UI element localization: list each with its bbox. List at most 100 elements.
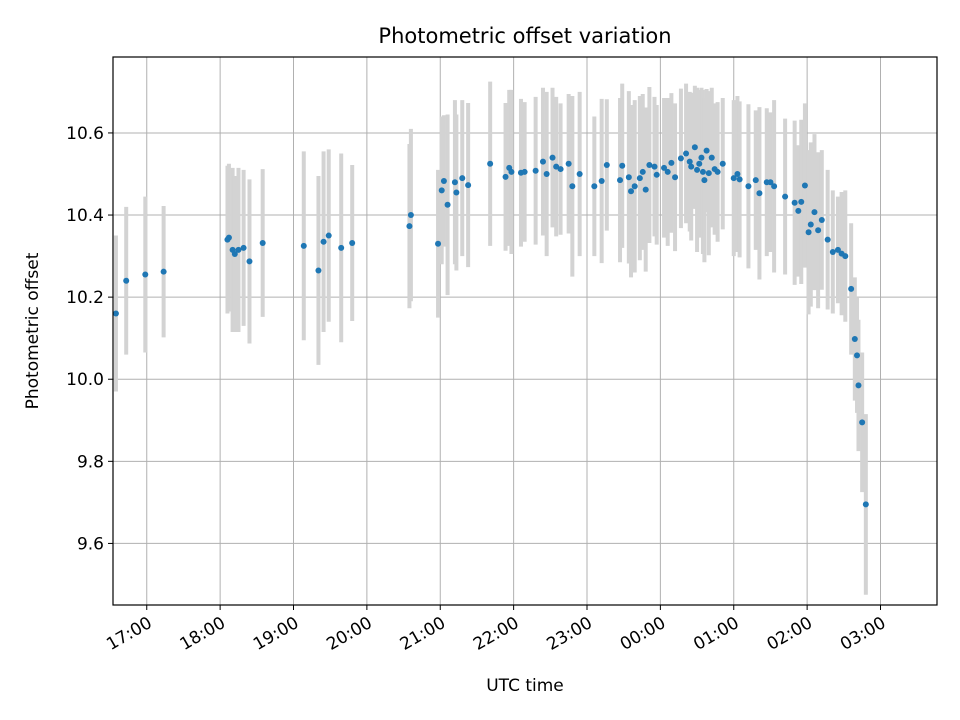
data-point xyxy=(708,154,715,161)
data-point xyxy=(508,168,515,175)
data-point xyxy=(453,189,460,196)
data-point xyxy=(240,244,247,251)
data-point xyxy=(532,167,539,174)
data-point xyxy=(699,168,706,175)
data-point xyxy=(677,155,684,162)
data-point xyxy=(859,419,866,426)
data-point xyxy=(730,175,737,182)
data-point xyxy=(338,244,345,251)
data-point xyxy=(714,168,721,175)
data-point xyxy=(406,223,413,230)
data-point xyxy=(465,182,472,189)
data-point xyxy=(855,382,862,389)
data-point xyxy=(815,227,822,234)
data-point xyxy=(696,160,703,167)
data-point xyxy=(259,239,266,246)
data-point xyxy=(705,170,712,177)
y-tick-label: 9.8 xyxy=(77,452,104,472)
data-point xyxy=(438,187,445,194)
data-point xyxy=(782,193,789,200)
data-point xyxy=(848,285,855,292)
data-point xyxy=(683,150,690,157)
data-point xyxy=(668,159,675,166)
data-point xyxy=(734,170,741,177)
data-point xyxy=(719,160,726,167)
data-point xyxy=(639,168,646,175)
data-point xyxy=(631,183,638,190)
data-point xyxy=(435,240,442,247)
data-point xyxy=(701,177,708,184)
data-point xyxy=(688,163,695,170)
data-point xyxy=(569,183,576,190)
data-point xyxy=(112,310,119,317)
data-point xyxy=(691,144,698,151)
data-point xyxy=(349,239,356,246)
data-point xyxy=(829,248,836,255)
data-point xyxy=(235,246,242,253)
data-point xyxy=(745,183,752,190)
data-point xyxy=(807,221,814,228)
data-point xyxy=(142,271,149,278)
data-point xyxy=(231,251,238,258)
data-point xyxy=(664,168,671,175)
y-tick-label: 10.6 xyxy=(66,124,104,144)
data-point xyxy=(557,166,564,173)
data-point xyxy=(619,162,626,169)
data-point xyxy=(440,177,447,184)
data-point xyxy=(756,190,763,197)
data-point xyxy=(661,164,668,171)
data-point xyxy=(225,234,232,241)
data-point xyxy=(123,277,130,284)
plot-frame xyxy=(112,56,938,606)
data-point xyxy=(672,174,679,181)
data-point xyxy=(325,232,332,239)
data-point xyxy=(698,154,705,161)
data-point xyxy=(818,216,825,223)
data-point xyxy=(752,177,759,184)
chart-title: Photometric offset variation xyxy=(378,24,671,48)
data-point xyxy=(617,177,624,184)
y-axis-ticks: 9.6 9.8 10.0 10.2 10.4 10.6 xyxy=(66,124,113,554)
data-point xyxy=(854,352,861,359)
data-point xyxy=(487,160,494,167)
data-point xyxy=(801,182,808,189)
data-point xyxy=(451,179,458,186)
data-point xyxy=(834,246,841,253)
data-point xyxy=(553,163,560,170)
data-point xyxy=(851,336,858,343)
data-point xyxy=(811,209,818,216)
data-point xyxy=(539,158,546,165)
y-tick-label: 9.6 xyxy=(77,534,104,554)
data-point xyxy=(628,188,635,195)
data-point xyxy=(703,147,710,154)
data-point xyxy=(686,158,693,165)
data-point xyxy=(521,168,528,175)
data-point xyxy=(407,212,414,219)
data-point xyxy=(576,170,583,177)
data-point xyxy=(862,501,869,508)
data-point xyxy=(502,173,509,180)
data-point xyxy=(646,161,653,168)
data-point xyxy=(805,229,812,236)
data-point xyxy=(771,183,778,190)
y-axis-label: Photometric offset xyxy=(23,252,43,409)
data-points xyxy=(112,144,869,508)
data-point xyxy=(625,174,632,181)
data-point xyxy=(842,253,849,260)
y-tick-label: 10.0 xyxy=(66,370,104,390)
data-point xyxy=(795,207,802,214)
data-point xyxy=(591,183,598,190)
data-point xyxy=(246,258,253,265)
data-point xyxy=(651,163,658,170)
data-point xyxy=(444,201,451,208)
data-point xyxy=(598,177,605,184)
data-point xyxy=(767,179,774,186)
data-point xyxy=(565,160,572,167)
data-point xyxy=(636,175,643,182)
data-point xyxy=(543,170,550,177)
data-point xyxy=(459,175,466,182)
data-point xyxy=(824,236,831,243)
data-point xyxy=(315,267,322,274)
